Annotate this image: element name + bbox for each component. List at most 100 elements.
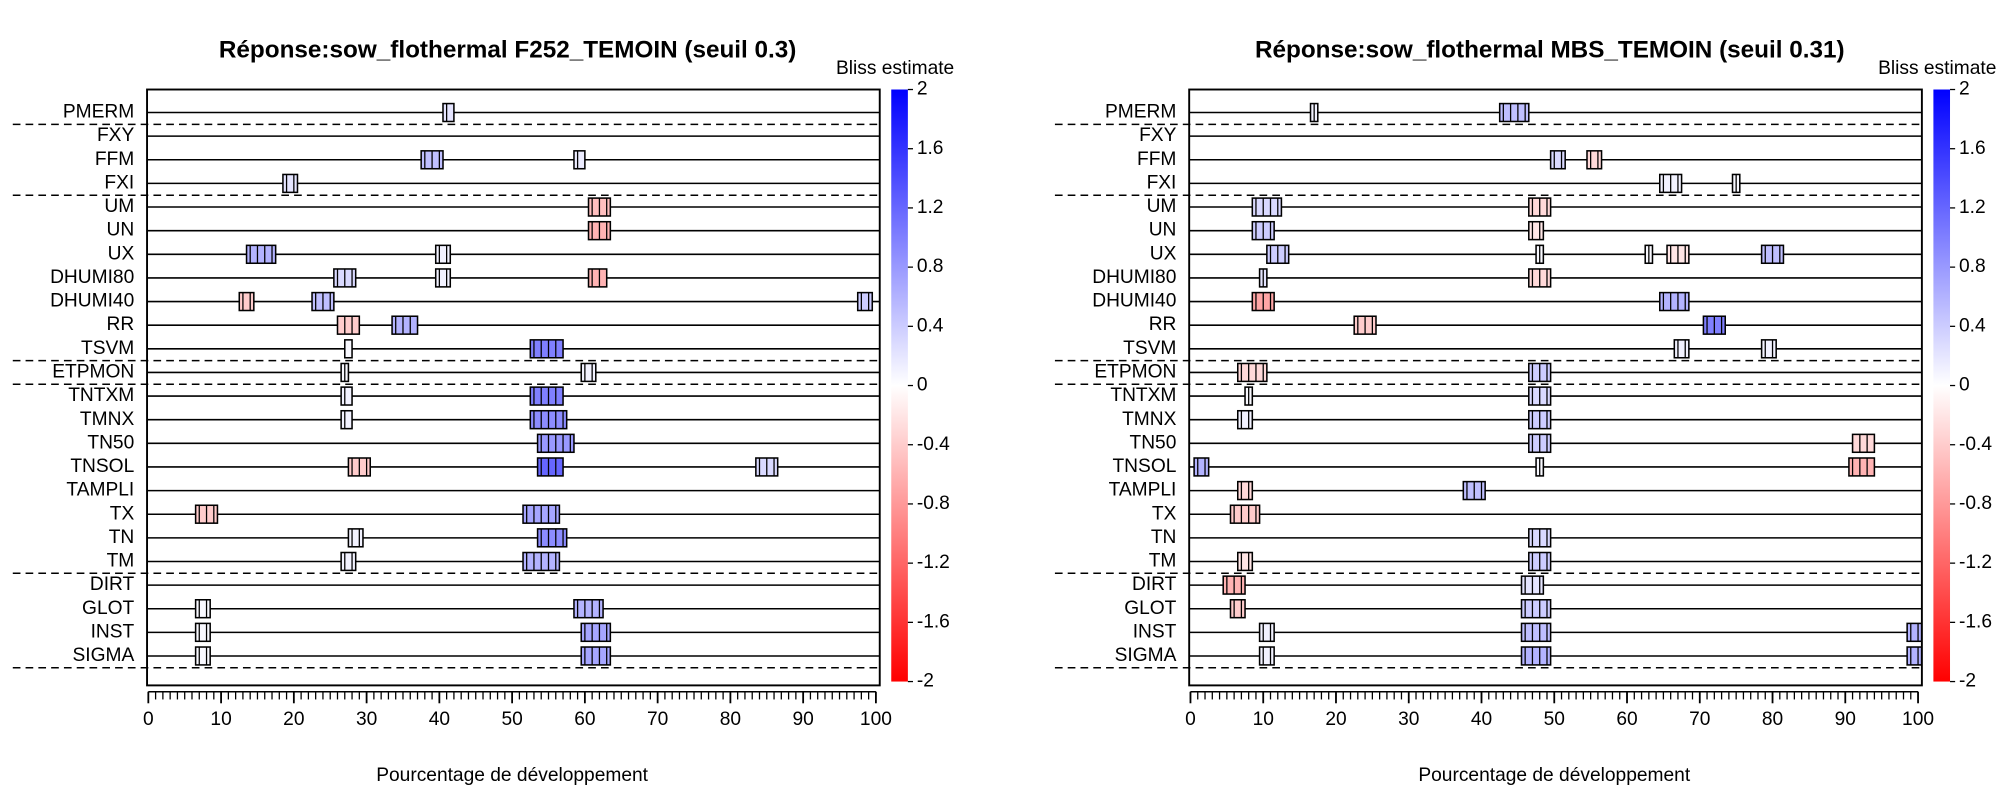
colorbar-tick-label: -0.4 [1959, 434, 1992, 455]
row-label: DHUMI40 [50, 291, 134, 312]
estimate-box [1251, 197, 1283, 217]
row-label: TNTXM [68, 385, 134, 406]
colorbar-tick-label: -1.6 [1959, 611, 1992, 632]
estimate-box [1673, 339, 1690, 359]
estimate-box [340, 409, 353, 430]
colorbar-tick-label: -2 [917, 671, 934, 692]
estimate-box [529, 386, 564, 406]
estimate-box [1229, 504, 1261, 524]
estimate-box [238, 291, 255, 312]
x-tick-label: 80 [1762, 709, 1783, 730]
estimate-box [340, 551, 357, 572]
panel: Réponse:sow_flothermal F252_TEMOIN (seui… [12, 37, 954, 786]
row-label: UN [107, 220, 135, 241]
row-label: UM [1147, 196, 1177, 217]
row-label: DIRT [1132, 574, 1177, 595]
colorbar-title: Bliss estimate [1878, 58, 1996, 79]
estimate-box [1520, 622, 1552, 643]
estimate-box [1851, 433, 1876, 454]
estimate-box [336, 315, 361, 335]
colorbar-tick-label: -0.8 [1959, 493, 1992, 514]
plot-frame [1188, 88, 1923, 687]
row-label: TN50 [1130, 432, 1177, 453]
estimate-box [344, 339, 353, 359]
colorbar-tick-label: -2 [1959, 671, 1976, 692]
row-label: UN [1149, 220, 1177, 241]
estimate-box [1520, 599, 1552, 619]
colorbar [891, 89, 908, 682]
row-label: INST [91, 621, 135, 642]
x-tick-label: 70 [647, 709, 668, 730]
colorbar-tick-label: -0.4 [917, 434, 950, 455]
row-label: TX [110, 503, 135, 524]
row-label: DHUMI40 [1092, 291, 1176, 312]
x-tick-label: 20 [1325, 709, 1346, 730]
row-label: PMERM [63, 102, 134, 123]
row-label: TX [1152, 503, 1177, 524]
estimate-box [580, 646, 612, 666]
row-label: ETPMON [52, 362, 134, 383]
row-label: UX [1150, 243, 1177, 264]
estimate-box [856, 291, 874, 312]
colorbar-title: Bliss estimate [836, 58, 954, 79]
x-tick-label: 60 [1616, 709, 1637, 730]
estimate-box [1258, 646, 1275, 666]
x-tick-label: 90 [1835, 709, 1856, 730]
row-label: TSVM [81, 338, 134, 359]
x-tick-label: 20 [283, 709, 304, 730]
estimate-box [1848, 457, 1876, 477]
estimate-box [1258, 622, 1275, 643]
row-label: SIGMA [1115, 645, 1177, 666]
x-tick-label: 70 [1689, 709, 1710, 730]
colorbar-tick-label: 0.8 [917, 256, 944, 277]
panel: Réponse:sow_flothermal MBS_TEMOIN (seuil… [1054, 37, 1996, 786]
row-label: INST [1133, 621, 1177, 642]
estimate-box [442, 102, 455, 123]
estimate-box [340, 386, 353, 406]
row-label: RR [1149, 314, 1177, 335]
row-label: DHUMI80 [50, 267, 134, 288]
row-label: SIGMA [72, 645, 134, 666]
estimate-box [1236, 480, 1254, 501]
row-label: FXY [1139, 125, 1176, 146]
estimate-box [194, 646, 211, 666]
x-tick-label: 60 [574, 709, 595, 730]
colorbar-tick-label: 1.6 [917, 138, 944, 159]
colorbar-tick-label: 0 [917, 375, 928, 396]
row-label: UX [108, 243, 135, 264]
colorbar-tick-label: 1.6 [1959, 138, 1986, 159]
estimate-box [434, 268, 452, 288]
estimate-box [573, 599, 604, 619]
row-label: FXY [97, 125, 134, 146]
estimate-box [194, 622, 211, 643]
estimate-box [1498, 102, 1530, 123]
row-label: TMNX [80, 409, 135, 430]
colorbar-tick-label: -1.2 [1959, 552, 1992, 573]
estimate-box [245, 244, 277, 265]
estimate-box [529, 339, 564, 359]
x-tick-label: 30 [356, 709, 377, 730]
row-label: DIRT [90, 574, 135, 595]
x-tick-label: 40 [1471, 709, 1492, 730]
row-label: GLOT [1124, 598, 1176, 619]
estimate-box [1229, 599, 1246, 619]
estimate-box [1906, 622, 1923, 643]
row-label: UM [104, 196, 134, 217]
estimate-box [1236, 362, 1268, 383]
estimate-box [1520, 646, 1552, 666]
row-label: TN50 [87, 432, 134, 453]
colorbar-tick-label: -0.8 [917, 493, 950, 514]
row-label: FFM [1137, 149, 1176, 170]
x-tick-label: 100 [860, 709, 892, 730]
estimate-box [536, 528, 568, 548]
row-label: TNTXM [1110, 385, 1176, 406]
estimate-box [1906, 646, 1923, 666]
row-label: RR [107, 314, 135, 335]
row-label: GLOT [82, 598, 134, 619]
x-tick-label: 100 [1902, 709, 1934, 730]
row-label: TN [109, 527, 135, 548]
x-axis-label: Pourcentage de développement [1418, 765, 1690, 786]
estimate-box [580, 362, 597, 383]
